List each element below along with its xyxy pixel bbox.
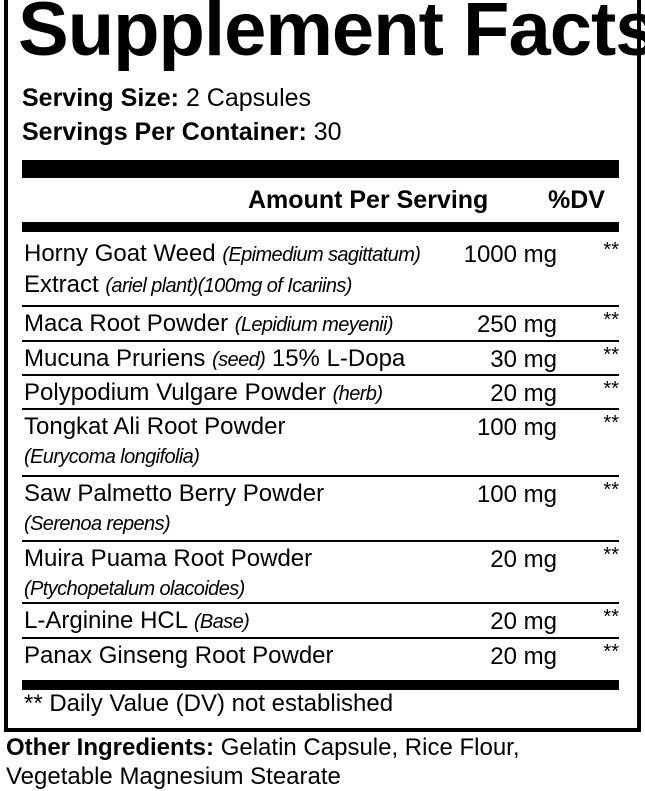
ingredient-name: Panax Ginseng Root Powder xyxy=(24,642,334,669)
other-ingredients: Other Ingredients: Gelatin Capsule, Rice… xyxy=(6,733,626,791)
ingredient-dv: ** xyxy=(603,309,619,331)
ingredient-name: Polypodium Vulgare Powder (herb) xyxy=(24,379,383,406)
other-ingredients-label: Other Ingredients: xyxy=(6,734,215,761)
serving-size-label: Serving Size: xyxy=(22,84,179,112)
ingredient-row: Saw Palmetto Berry Powder (Serenoa repens… xyxy=(22,477,619,542)
ingredient-amount: 1000 mg xyxy=(463,241,557,268)
ingredient-name: L-Arginine HCL (Base) xyxy=(24,607,250,634)
ingredient-name: Tongkat Ali Root Powder (Eurycoma longifo… xyxy=(24,413,286,468)
ingredient-name: Maca Root Powder (Lepidium meyenii) xyxy=(24,310,394,337)
ingredient-amount: 20 mg xyxy=(490,546,557,573)
ingredient-amount: 20 mg xyxy=(490,608,557,635)
amount-header: Amount Per Serving xyxy=(248,186,489,214)
ingredient-row: Mucuna Pruriens (seed) 15% L-Dopa 30 mg … xyxy=(22,342,619,376)
thick-divider xyxy=(22,160,619,178)
serving-size-value: 2 Capsules xyxy=(185,84,312,112)
servings-per-container: Servings Per Container: 30 xyxy=(22,118,342,147)
ingredient-dv: ** xyxy=(603,378,619,400)
ingredient-name: Mucuna Pruriens (seed) 15% L-Dopa xyxy=(24,345,406,372)
ingredient-name: Horny Goat Weed (Epimedium sagittatum) Ex… xyxy=(24,240,421,298)
header-divider xyxy=(22,222,619,232)
ingredient-row: Maca Root Powder (Lepidium meyenii) 250 … xyxy=(22,307,619,342)
ingredient-dv: ** xyxy=(603,412,619,434)
ingredient-amount: 100 mg xyxy=(476,481,557,508)
footer-divider xyxy=(22,680,619,690)
ingredient-amount: 20 mg xyxy=(490,380,557,407)
ingredient-dv: ** xyxy=(603,606,619,628)
ingredient-amount: 100 mg xyxy=(476,414,557,441)
ingredient-dv: ** xyxy=(603,344,619,366)
servings-per-container-value: 30 xyxy=(313,118,342,146)
ingredient-row: Horny Goat Weed (Epimedium sagittatum) Ex… xyxy=(22,237,619,307)
label-title: Supplement Facts xyxy=(18,0,645,72)
label-border xyxy=(4,0,641,732)
ingredient-row: Panax Ginseng Root Powder 20 mg ** xyxy=(22,639,619,679)
serving-size: Serving Size: 2 Capsules xyxy=(22,84,311,113)
ingredient-dv: ** xyxy=(603,544,619,566)
ingredient-row: Polypodium Vulgare Powder (herb) 20 mg *… xyxy=(22,376,619,410)
footnote: ** Daily Value (DV) not established xyxy=(24,690,394,717)
ingredient-amount: 20 mg xyxy=(490,643,557,670)
ingredient-amount: 30 mg xyxy=(490,346,557,373)
ingredient-dv: ** xyxy=(603,239,619,261)
ingredient-dv: ** xyxy=(603,641,619,663)
ingredient-row: Muira Puama Root Powder (Ptychopetalum ol… xyxy=(22,542,619,604)
servings-per-container-label: Servings Per Container: xyxy=(22,118,307,146)
ingredient-amount: 250 mg xyxy=(476,311,557,338)
ingredient-row: Tongkat Ali Root Powder (Eurycoma longifo… xyxy=(22,410,619,477)
ingredient-dv: ** xyxy=(603,479,619,501)
dv-header: %DV xyxy=(548,186,605,214)
ingredient-row: L-Arginine HCL (Base) 20 mg ** xyxy=(22,604,619,639)
ingredient-name: Saw Palmetto Berry Powder (Serenoa repens… xyxy=(24,480,325,535)
ingredient-name: Muira Puama Root Powder (Ptychopetalum ol… xyxy=(24,545,313,600)
